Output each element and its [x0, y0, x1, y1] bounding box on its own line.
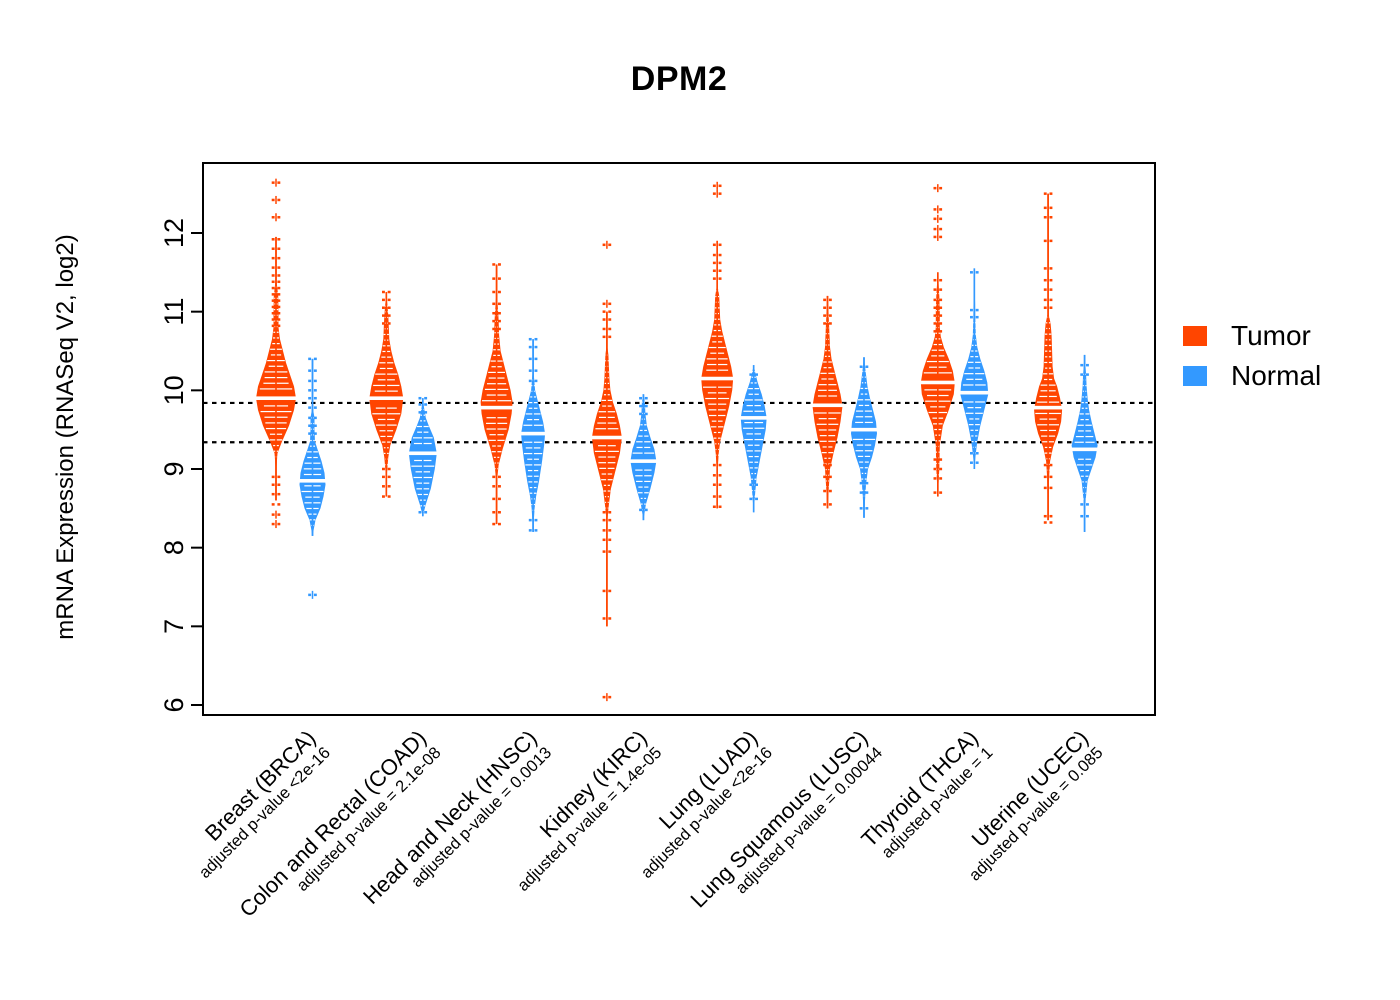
y-tick-label: 9	[159, 461, 189, 476]
violin-colon-and-rectal-coad-normal	[407, 396, 439, 517]
y-tick-label: 10	[159, 375, 189, 405]
violin-head-and-neck-hnsc-tumor	[479, 263, 514, 526]
violin-lung-luad-tumor	[699, 181, 735, 509]
violin-kidney-kirc-tumor	[590, 240, 624, 702]
legend-label-tumor: Tumor	[1231, 320, 1311, 351]
y-tick-label: 8	[159, 540, 189, 555]
violin-lung-squamous-lusc-normal	[849, 357, 879, 518]
y-tick-label: 11	[159, 298, 189, 326]
violin-colon-and-rectal-coad-tumor	[367, 290, 405, 498]
legend-label-normal: Normal	[1231, 360, 1322, 391]
violin-breast-brca-normal	[298, 357, 327, 599]
plot-border	[202, 162, 1156, 716]
y-tick-label: 6	[159, 697, 189, 712]
normal-swatch-icon	[1183, 366, 1207, 386]
y-tick-label: 7	[159, 619, 189, 634]
violin-thyroid-thca-tumor	[919, 184, 957, 497]
violin-uterine-ucec-tumor	[1033, 192, 1064, 524]
violin-uterine-ucec-normal	[1070, 354, 1099, 532]
violin-thyroid-thca-normal	[958, 268, 990, 469]
legend-item-tumor: Tumor	[1183, 316, 1321, 356]
legend-item-normal: Normal	[1183, 356, 1321, 396]
tumor-swatch-icon	[1183, 326, 1207, 346]
legend: Tumor Normal	[1183, 316, 1321, 396]
violin-lung-luad-normal	[739, 365, 769, 513]
violin-kidney-kirc-normal	[628, 394, 658, 521]
y-tick-label: 12	[159, 218, 189, 248]
violin-head-and-neck-hnsc-normal	[519, 337, 547, 532]
chart-title: DPM2	[630, 60, 728, 98]
violin-breast-brca-tumor	[254, 178, 298, 529]
violin-lung-squamous-lusc-tumor	[811, 295, 844, 509]
